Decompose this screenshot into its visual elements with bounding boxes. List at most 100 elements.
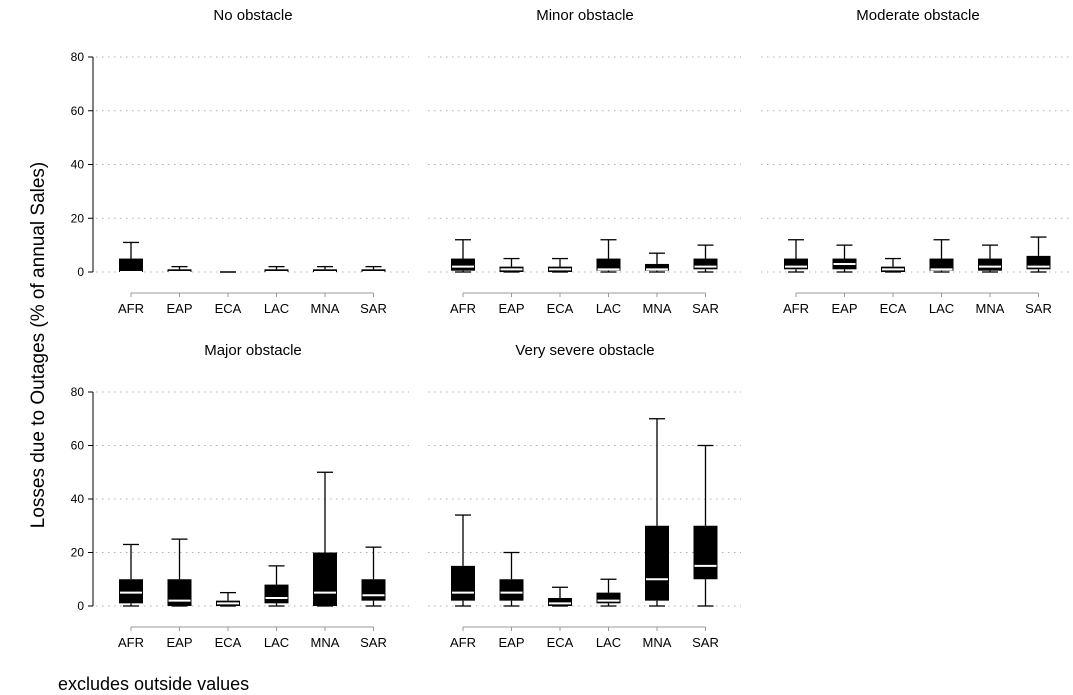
x-tick-label: AFR	[783, 301, 809, 316]
box-lac	[596, 239, 621, 273]
iqr-box	[313, 552, 337, 606]
x-tick-label: EAP	[166, 301, 192, 316]
x-tick-label: MNA	[643, 635, 672, 650]
x-tick-label: LAC	[264, 301, 289, 316]
y-tick-label: 40	[71, 492, 85, 506]
x-tick-label: ECA	[547, 301, 574, 316]
panel: No obstacle 0 20 40 60 80 AFR EAP ECA LAC MNA SAR	[71, 7, 409, 316]
y-tick-label: 80	[71, 50, 85, 64]
x-tick-label: EAP	[831, 301, 857, 316]
x-tick-label: SAR	[1025, 301, 1052, 316]
box-afr	[119, 543, 143, 607]
x-tick-label: MNA	[643, 301, 672, 316]
panel-title: Major obstacle	[204, 342, 302, 359]
y-tick-label: 60	[71, 104, 85, 118]
x-tick-label: ECA	[215, 635, 242, 650]
box-mna	[645, 252, 669, 273]
panel: Moderate obstacle AFR EAP ECA LAC MNA SAR	[761, 7, 1073, 316]
box-sar	[693, 444, 718, 607]
iqr-box	[119, 258, 143, 272]
y-tick-label: 0	[77, 265, 84, 279]
x-tick-label: AFR	[118, 635, 144, 650]
x-tick-label: SAR	[692, 301, 719, 316]
x-tick-label: MNA	[311, 301, 340, 316]
chart-note: excludes outside values	[58, 674, 249, 694]
iqr-box	[264, 269, 289, 272]
iqr-box	[167, 269, 192, 272]
iqr-box	[693, 525, 718, 580]
box-sar	[361, 546, 386, 607]
x-tick-label: SAR	[360, 301, 387, 316]
box-eca	[548, 257, 572, 273]
y-tick-label: 20	[71, 211, 85, 225]
iqr-box	[693, 258, 718, 270]
x-tick-label: ECA	[215, 301, 242, 316]
iqr-box	[361, 579, 386, 601]
y-tick-label: 80	[71, 385, 85, 399]
iqr-box	[361, 269, 386, 272]
y-axis-title: Losses due to Outages (% of annual Sales…	[28, 162, 49, 529]
x-tick-label: AFR	[450, 301, 476, 316]
box-lac	[596, 578, 621, 607]
box-mna	[313, 265, 337, 273]
iqr-box	[784, 258, 808, 270]
box-sar	[693, 244, 718, 273]
box-eap	[832, 244, 857, 273]
iqr-box	[264, 584, 289, 604]
panel-title: Very severe obstacle	[515, 342, 654, 359]
iqr-box	[499, 579, 524, 601]
box-sar	[1026, 236, 1051, 273]
iqr-box	[451, 258, 475, 271]
box-afr	[119, 241, 143, 273]
x-tick-label: LAC	[929, 301, 954, 316]
box-lac	[264, 565, 289, 607]
box-afr	[784, 239, 808, 273]
x-tick-label: ECA	[880, 301, 907, 316]
panel: Very severe obstacle AFR EAP ECA LAC MNA SAR	[428, 342, 741, 650]
x-tick-label: LAC	[596, 301, 621, 316]
box-eca	[216, 591, 240, 607]
panel: Major obstacle 0 20 40 60 80 AFR EAP ECA LAC MNA SA…	[71, 342, 409, 650]
x-tick-label: ECA	[547, 635, 574, 650]
box-afr	[451, 514, 475, 607]
box-eap	[167, 265, 192, 273]
iqr-box	[119, 579, 143, 604]
y-tick-label: 60	[71, 439, 85, 453]
x-tick-label: EAP	[498, 635, 524, 650]
x-tick-label: SAR	[692, 635, 719, 650]
box-sar	[361, 265, 386, 273]
y-tick-label: 0	[77, 599, 84, 613]
iqr-box	[451, 565, 475, 601]
panel-title: Moderate obstacle	[856, 7, 979, 24]
panel-title: Minor obstacle	[536, 7, 634, 24]
y-tick-label: 20	[71, 546, 85, 560]
x-tick-label: AFR	[118, 301, 144, 316]
panel-title: No obstacle	[213, 7, 292, 24]
iqr-box	[167, 579, 192, 606]
iqr-box	[645, 525, 669, 601]
box-mna	[313, 471, 337, 607]
panel: Minor obstacle AFR EAP ECA LAC MNA SAR	[428, 7, 741, 316]
iqr-box	[929, 258, 954, 271]
iqr-box	[596, 592, 621, 604]
y-tick-label: 40	[71, 158, 85, 172]
box-mna	[978, 244, 1002, 273]
box-afr	[451, 239, 475, 273]
box-eca	[548, 586, 572, 607]
iqr-box	[548, 597, 572, 606]
x-tick-label: MNA	[311, 635, 340, 650]
box-eap	[167, 538, 192, 607]
iqr-box	[978, 258, 1002, 271]
iqr-box	[313, 269, 337, 272]
box-eap	[499, 551, 524, 607]
box-mna	[645, 418, 669, 607]
iqr-box	[645, 263, 669, 271]
box-eap	[499, 257, 524, 273]
x-tick-label: EAP	[166, 635, 192, 650]
x-tick-label: AFR	[450, 635, 476, 650]
iqr-box	[596, 258, 621, 271]
box-lac	[929, 239, 954, 273]
x-tick-label: EAP	[498, 301, 524, 316]
